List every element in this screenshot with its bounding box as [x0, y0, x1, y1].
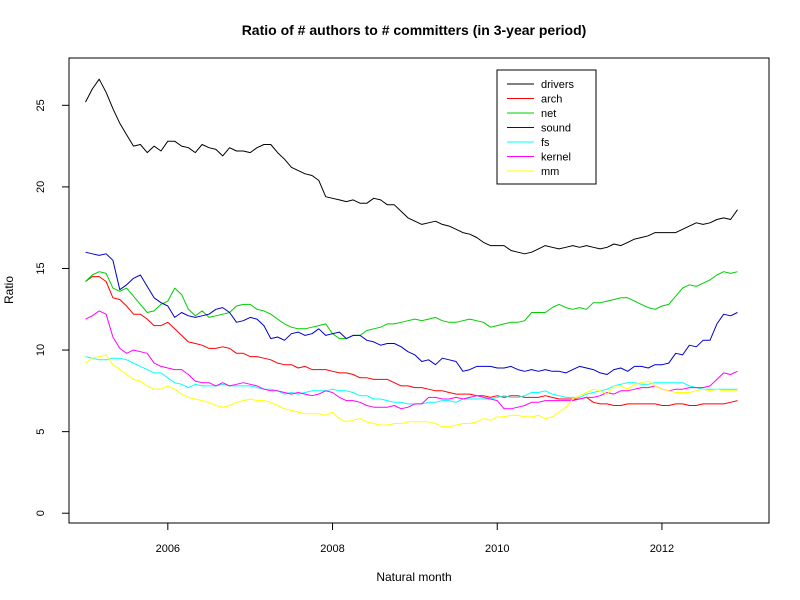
axes: 2006 2008 2010 2012 0 5 10 15 20 25 [35, 99, 674, 555]
y-axis-label: Ratio [2, 276, 16, 304]
series-line-fs [85, 356, 738, 405]
x-tick-label: 2010 [485, 543, 509, 555]
series-line-sound [85, 251, 738, 375]
y-tick-label: 25 [35, 99, 47, 111]
series-line-net [85, 271, 738, 340]
legend-label-fs: fs [541, 137, 550, 149]
series-line-mm [85, 354, 738, 428]
x-tick-label: 2012 [650, 543, 674, 555]
x-tick-label: 2008 [320, 543, 344, 555]
legend-label-arch: arch [541, 94, 562, 106]
y-tick-label: 10 [35, 344, 47, 356]
series-line-kernel [85, 310, 738, 410]
legend-label-sound: sound [541, 123, 571, 135]
legend-label-net: net [541, 108, 556, 120]
x-axis-label: Natural month [376, 570, 451, 584]
legend-label-kernel: kernel [541, 152, 571, 164]
series-line-arch [85, 276, 738, 406]
y-tick-label: 5 [35, 429, 47, 435]
y-tick-label: 20 [35, 181, 47, 193]
legend-label-mm: mm [541, 166, 559, 178]
x-tick-label: 2006 [156, 543, 180, 555]
y-tick-label: 15 [35, 262, 47, 274]
y-tick-label: 0 [35, 510, 47, 516]
series-layer [85, 78, 738, 428]
legend: drivers arch net sound fs kernel mm [496, 69, 597, 185]
legend-label-drivers: drivers [541, 79, 575, 91]
chart-title: Ratio of # authors to # committers (in 3… [242, 22, 587, 38]
plot-frame [68, 57, 770, 524]
series-line-drivers [85, 78, 738, 255]
